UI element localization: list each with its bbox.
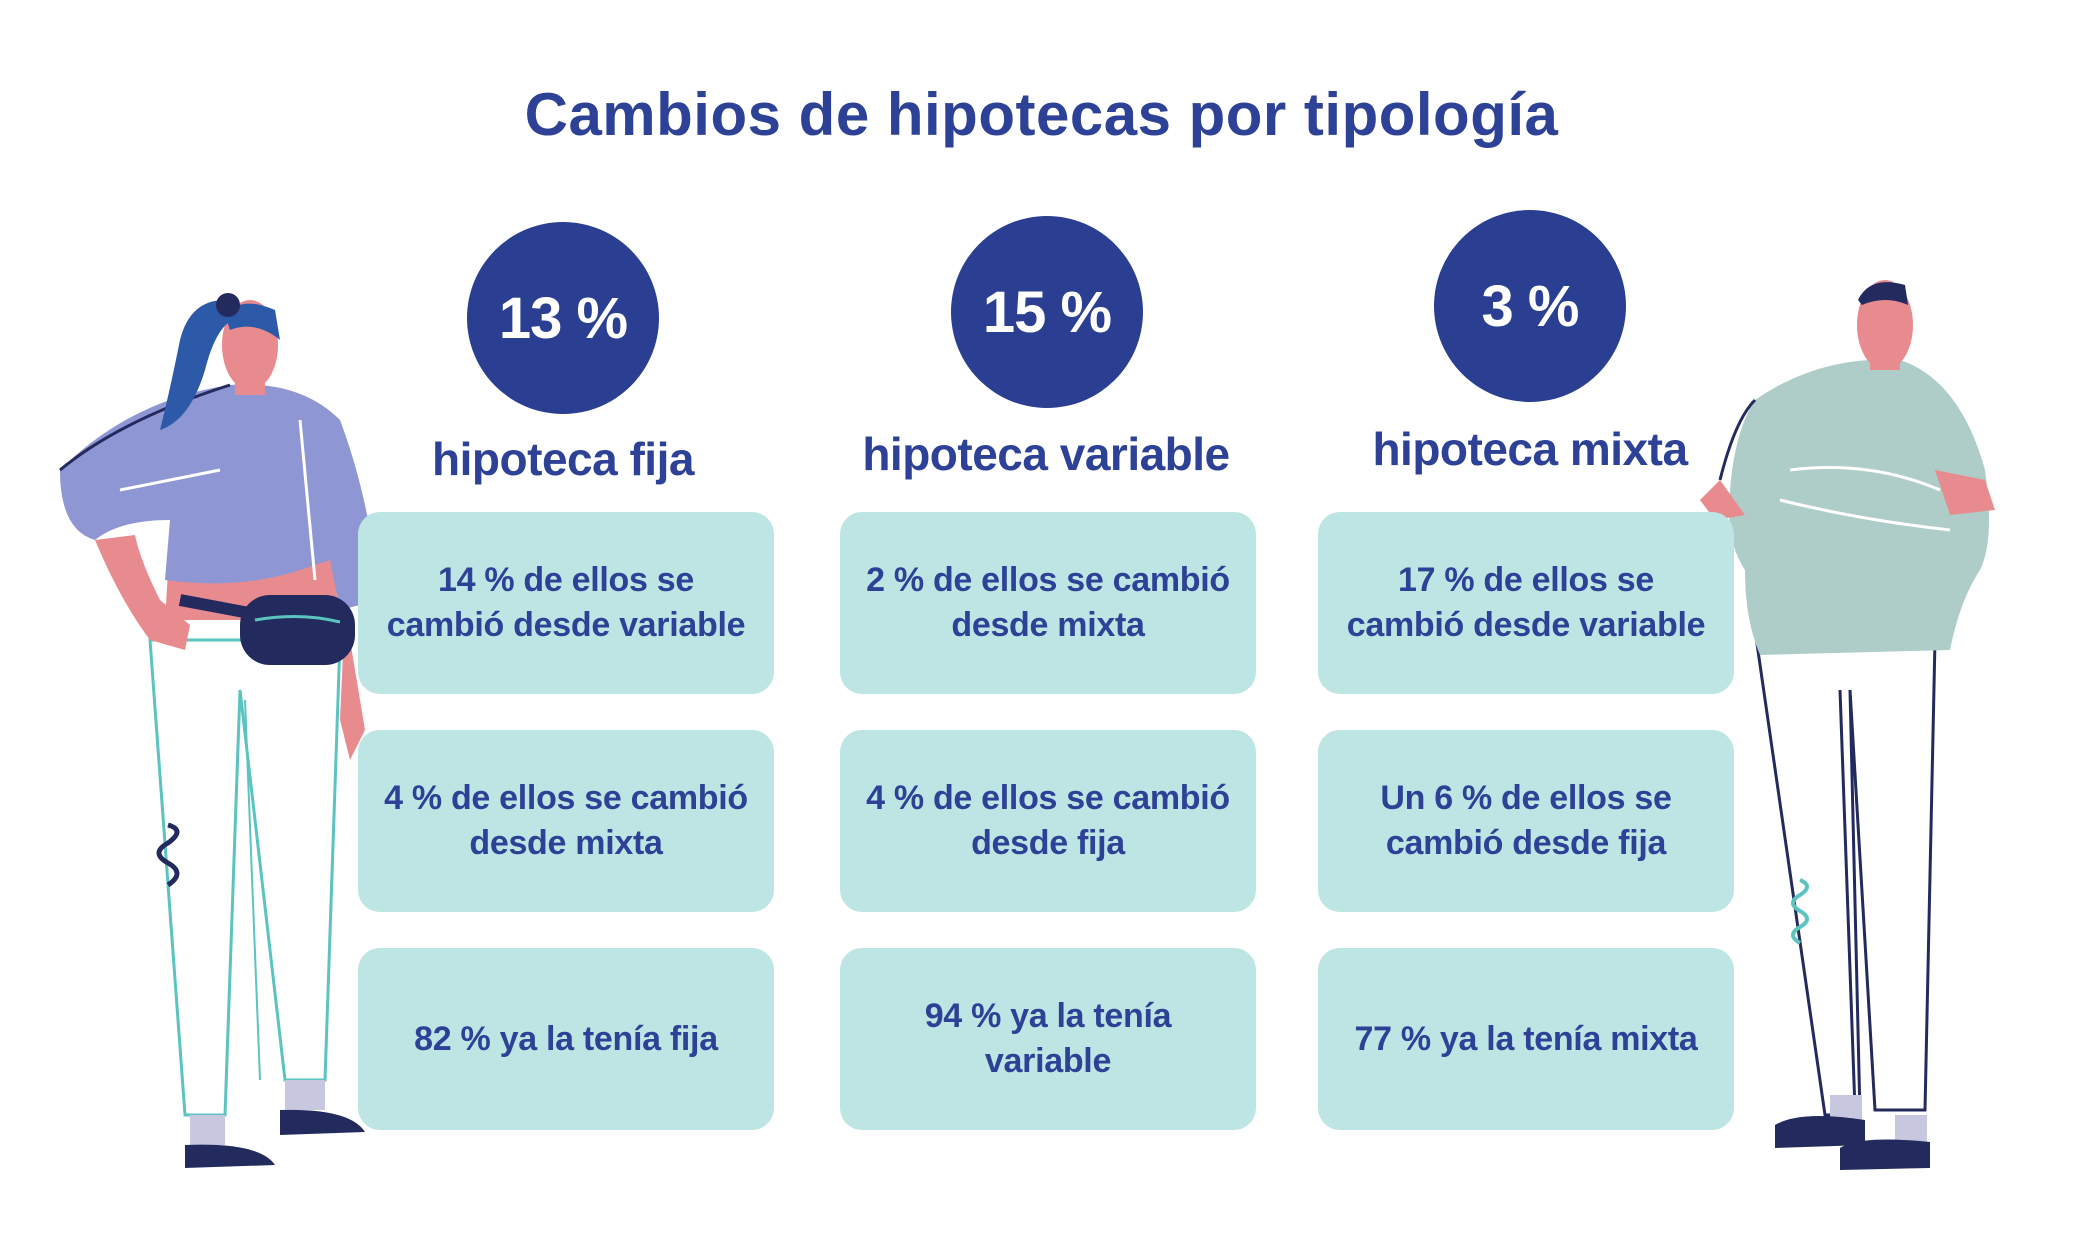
stat-card: 77 % ya la tenía mixta [1318, 948, 1734, 1130]
stat-card: 14 % de ellos se cambió desde variable [358, 512, 774, 694]
stat-card: 2 % de ellos se cambió desde mixta [840, 512, 1256, 694]
column-label: hipoteca variable [862, 428, 1230, 480]
column-label: hipoteca mixta [1372, 423, 1688, 475]
stat-card: 4 % de ellos se cambió desde mixta [358, 730, 774, 912]
stat-card: 82 % ya la tenía fija [358, 948, 774, 1130]
stat-card: Un 6 % de ellos se cambió desde fija [1318, 730, 1734, 912]
page-title: Cambios de hipotecas por tipología [524, 81, 1559, 148]
percent-circle: 15 % [951, 216, 1143, 408]
stat-card: 94 % ya la tenía variable [840, 948, 1256, 1130]
stat-card: 17 % de ellos se cambió desde variable [1318, 512, 1734, 694]
woman-illustration [59, 293, 380, 1168]
percent-circle: 3 % [1434, 210, 1626, 402]
stat-card: 4 % de ellos se cambió desde fija [840, 730, 1256, 912]
percent-circle: 13 % [467, 222, 659, 414]
column-label: hipoteca fija [432, 433, 694, 485]
